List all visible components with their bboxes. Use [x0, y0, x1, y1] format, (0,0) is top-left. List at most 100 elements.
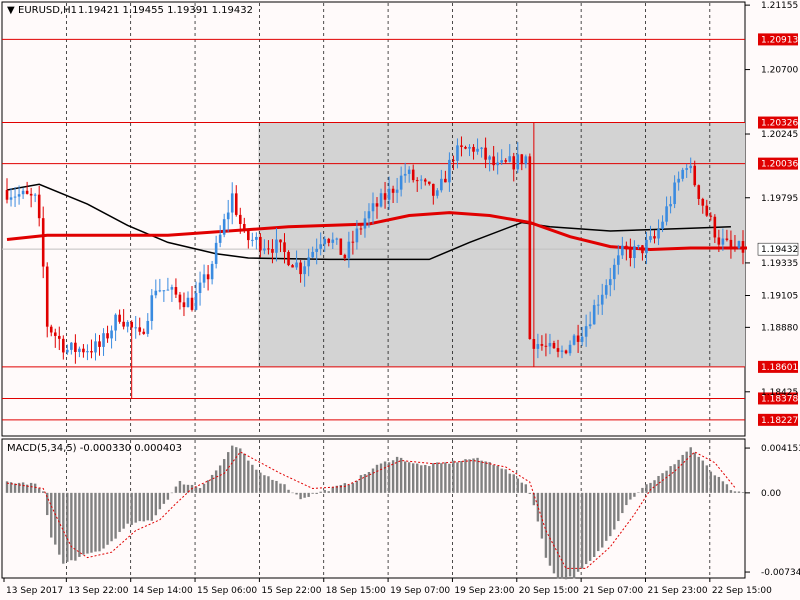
bull-candle: [440, 178, 443, 191]
bull-candle: [126, 321, 129, 327]
macd-bar: [560, 492, 564, 579]
bear-candle: [693, 165, 697, 186]
macd-histogram: [5, 445, 745, 580]
bull-candle: [210, 263, 214, 280]
macd-panel[interactable]: [1, 438, 746, 579]
bull-candle: [226, 212, 230, 220]
bull-candle: [681, 169, 684, 179]
macd-tick-label: -0.00734: [761, 568, 800, 578]
bull-candle: [307, 257, 310, 267]
macd-bar: [13, 483, 17, 493]
macd-tick-label: 0.004153: [761, 444, 800, 454]
macd-bar: [424, 465, 427, 493]
macd-bar: [665, 470, 668, 493]
bear-candle: [552, 342, 556, 349]
bull-candle: [617, 255, 620, 265]
bull-candle: [363, 218, 367, 229]
macd-bar: [25, 484, 29, 493]
macd-bar: [363, 474, 367, 493]
macd-bar: [375, 464, 379, 493]
macd-bar: [540, 492, 544, 539]
price-tick-label: 1.18880: [761, 323, 798, 333]
level-price-label: 1.18227: [761, 416, 798, 426]
bull-candle: [524, 156, 528, 165]
macd-bar: [231, 445, 234, 493]
macd-bar: [645, 484, 648, 493]
bear-candle: [532, 339, 536, 349]
bull-candle: [379, 193, 383, 207]
macd-bar: [9, 482, 13, 493]
macd-bar: [138, 492, 141, 522]
macd-bar: [532, 492, 536, 506]
bull-candle: [665, 206, 668, 222]
macd-bar: [33, 483, 37, 493]
bull-candle: [222, 219, 226, 235]
macd-signal-line: [6, 451, 736, 569]
macd-bar: [58, 492, 61, 555]
dropdown-arrow-icon[interactable]: ▼: [7, 5, 15, 16]
bull-candle: [194, 293, 198, 310]
macd-bar: [279, 483, 282, 493]
macd-bar: [90, 492, 93, 553]
price-tick-label: 1.18425: [761, 388, 798, 398]
bull-candle: [303, 266, 306, 275]
macd-bar: [685, 451, 688, 493]
macd-bar: [633, 492, 636, 497]
macd-bar: [629, 492, 632, 500]
bear-candle: [299, 262, 302, 275]
bull-candle: [355, 228, 359, 243]
price-axis: 1.20913 1.20326 1.20036 1.18601 1.18378 1.182…: [745, 1, 800, 578]
bull-candle: [395, 189, 399, 193]
macd-bar: [568, 492, 572, 577]
macd-bar: [496, 465, 499, 493]
macd-bar: [74, 492, 77, 561]
macd-bar: [162, 492, 166, 504]
bear-candle: [653, 236, 656, 239]
bull-candle: [548, 342, 552, 347]
bear-candle: [327, 238, 331, 243]
macd-bar: [456, 462, 459, 493]
macd-bar: [697, 456, 700, 493]
macd-bar: [407, 462, 411, 493]
macd-bar: [5, 481, 9, 493]
price-tick-label: 1.20700: [761, 66, 798, 76]
bear-candle: [271, 248, 274, 253]
macd-bar: [729, 490, 733, 493]
bear-candle: [98, 341, 101, 347]
macd-bar: [218, 465, 222, 493]
bull-candle: [170, 287, 174, 290]
bull-candle: [78, 348, 81, 352]
bull-candle: [737, 241, 741, 249]
macd-bar: [552, 492, 556, 574]
bull-candle: [315, 248, 318, 252]
bear-candle: [287, 251, 290, 266]
bull-candle: [13, 196, 17, 198]
bull-candle: [134, 327, 138, 329]
macd-bar: [536, 492, 540, 522]
time-axis: 13 Sep 2017 13 Sep 22:00 14 Sep 14:00 15 Se…: [3, 578, 772, 596]
bull-candle: [649, 236, 652, 240]
bull-candle: [214, 242, 218, 264]
macd-bar: [243, 453, 246, 493]
macd-bar: [263, 475, 266, 493]
macd-bar: [247, 460, 250, 493]
macd-bar: [102, 492, 105, 549]
macd-bar: [544, 492, 548, 558]
bull-candle: [230, 193, 234, 213]
moving-averages: [6, 183, 747, 261]
bull-candle: [480, 147, 483, 149]
macd-bar: [271, 479, 274, 493]
level-price-label: 1.18601: [761, 363, 798, 373]
macd-bar: [403, 461, 407, 493]
bull-candle: [721, 238, 725, 245]
macd-bar: [661, 473, 664, 493]
macd-bar: [94, 492, 97, 552]
current-price-label: 1.19432: [761, 245, 798, 255]
macd-bar: [82, 492, 85, 555]
macd-bar: [592, 492, 596, 557]
bull-candle: [295, 262, 298, 268]
bull-candle: [673, 182, 676, 205]
bull-candle: [476, 148, 479, 152]
